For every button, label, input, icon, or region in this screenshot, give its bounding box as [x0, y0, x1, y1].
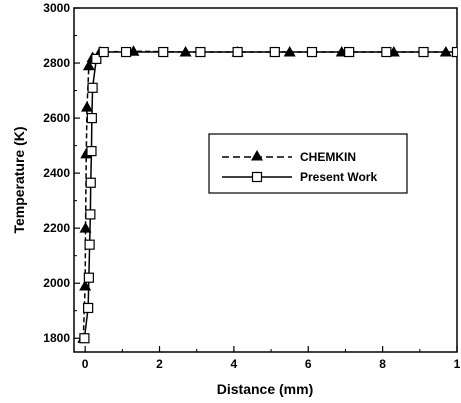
legend-entry: CHEMKIN: [222, 150, 356, 164]
data-point: [87, 82, 98, 93]
y-tick-label: 2200: [43, 221, 70, 235]
x-tick-label: 1: [454, 357, 461, 371]
data-point: [86, 146, 97, 157]
data-point: [82, 59, 95, 71]
data-point: [85, 209, 96, 220]
y-axis: 1800 2000 2200 2400 2600 2800 3000: [43, 1, 80, 345]
legend-marker: [251, 150, 263, 161]
data-point: [120, 46, 132, 58]
y-tick-label: 2800: [43, 56, 70, 70]
data-point: [91, 53, 102, 65]
data-point: [158, 46, 169, 58]
y-tick-label: 3000: [43, 1, 70, 15]
y-tick-label: 2600: [43, 111, 70, 125]
y-tick-label: 2000: [43, 276, 70, 290]
legend-label: CHEMKIN: [300, 150, 356, 164]
data-point: [306, 46, 318, 58]
data-point: [98, 46, 109, 58]
data-point: [83, 302, 94, 314]
y-tick-label: 2400: [43, 166, 70, 180]
data-point: [451, 46, 457, 58]
legend-entry: Present Work: [222, 170, 377, 184]
legend-label: Present Work: [300, 170, 377, 184]
legend-marker: [251, 171, 263, 183]
y-axis-title: Temperature (K): [11, 126, 27, 233]
series-2: [79, 46, 457, 344]
data-point: [269, 46, 280, 58]
data-point: [79, 333, 90, 344]
x-tick-label: 8: [379, 357, 386, 371]
data-point: [84, 239, 95, 250]
data-point: [81, 101, 94, 112]
data-point: [232, 46, 243, 58]
y-tick-label: 1800: [43, 331, 70, 345]
legend-box: [208, 133, 408, 194]
data-point: [83, 272, 94, 283]
data-point: [418, 46, 429, 58]
x-axis: 0 2 4 6 8 1: [82, 346, 461, 371]
x-axis-title: Distance (mm): [217, 381, 313, 397]
series-layer: [77, 45, 457, 344]
data-point: [85, 177, 96, 188]
data-point: [344, 46, 355, 58]
data-point: [195, 46, 206, 58]
data-point: [79, 222, 92, 233]
data-point: [86, 112, 97, 124]
x-tick-label: 6: [305, 357, 312, 371]
data-point: [381, 46, 392, 58]
x-tick-label: 2: [156, 357, 163, 371]
x-tick-label: 0: [82, 357, 89, 371]
x-tick-label: 4: [231, 357, 238, 371]
legend: CHEMKIN Present Work: [208, 133, 408, 194]
